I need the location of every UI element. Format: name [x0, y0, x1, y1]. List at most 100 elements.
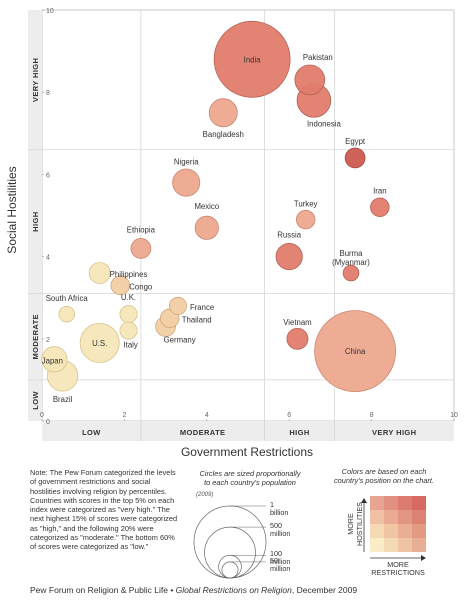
x-category-high: HIGH [289, 428, 309, 437]
x-category-very-high: VERY HIGH [372, 428, 416, 437]
color-legend-cell [412, 524, 426, 538]
size-legend-label: 1 billion [270, 500, 288, 517]
y-category-moderate: MODERATE [31, 314, 40, 360]
methodology-note: Note: The Pew Forum categorized the leve… [30, 468, 178, 552]
color-legend-x-label: MORE RESTRICTIONS [371, 560, 425, 577]
bubble-ethiopia [130, 238, 152, 259]
x-band-strip [42, 421, 454, 441]
x-tick-label: 2 [122, 412, 126, 419]
y-category-very-high: VERY HIGH [31, 58, 40, 102]
bubble-bangladesh [208, 98, 238, 128]
restrictions-arrow-head [421, 555, 426, 561]
label-u-k: U.K. [121, 293, 136, 302]
bubble-pakistan [294, 64, 326, 96]
label-brazil: Brazil [53, 395, 73, 404]
color-legend-cell [370, 510, 384, 524]
credit-date: , December 2009 [291, 585, 358, 595]
color-legend-cell [398, 496, 412, 510]
x-tick-label: 10 [450, 412, 458, 419]
y-tick-label: 4 [46, 255, 50, 262]
size-legend-circle [218, 554, 242, 579]
label-vietnam: Vietnam [283, 318, 311, 327]
color-legend-cell [384, 538, 398, 552]
bubble-burma-myanmar [342, 264, 360, 282]
label-japan: Japan [42, 356, 63, 365]
label-south-africa: South Africa [46, 294, 89, 303]
hostilities-arrow-head [361, 498, 367, 503]
color-legend-cell [412, 510, 426, 524]
size-legend: Circles are sized proportionally to each … [193, 469, 302, 579]
size-legend-label: 500 million [270, 521, 290, 538]
y-category-high: HIGH [31, 211, 40, 231]
label-russia: Russia [277, 231, 301, 240]
category-labels: LOW MODERATE HIGH VERY HIGH LOW MODERATE HIGH V… [31, 58, 416, 437]
x-axis-label: Government Restrictions [181, 445, 313, 459]
label-congo: Congo [129, 282, 153, 291]
bubble-u-k [119, 305, 138, 324]
label-iran: Iran [373, 186, 386, 195]
bubble-egypt [344, 147, 366, 169]
size-legend-label: 50 million [270, 556, 290, 573]
label-burma-myanmar: Burma (Myanmar) [332, 249, 370, 267]
label-u-s: U.S. [92, 339, 107, 348]
x-category-moderate: MODERATE [180, 428, 226, 437]
label-turkey: Turkey [294, 200, 318, 209]
label-ethiopia: Ethiopia [127, 225, 156, 234]
size-legend-circle [204, 526, 256, 579]
y-tick-label: 0 [46, 419, 50, 426]
color-legend-cell [398, 538, 412, 552]
x-category-low: LOW [82, 428, 101, 437]
color-legend-title: Colors are based on each country's positi… [334, 467, 434, 485]
tick-labels: 0 2 4 6 8 10 0 2 4 6 8 10 [40, 8, 458, 426]
y-tick-label: 10 [46, 8, 54, 15]
y-category-low: LOW [31, 391, 40, 410]
bubble-france [168, 296, 187, 315]
color-legend-cell [398, 510, 412, 524]
country-labels: India Pakistan Indonesia Bangladesh Egypt Nig… [42, 53, 387, 404]
bubble-italy [119, 321, 138, 340]
label-italy: Italy [124, 341, 138, 350]
y-axis-label: Social Hostilities [5, 166, 19, 253]
bubble-turkey [295, 209, 316, 230]
credit-report: Global Restrictions on Religion [175, 585, 292, 595]
label-nigeria: Nigeria [174, 158, 199, 167]
label-thailand: Thailand [182, 315, 212, 324]
bubble-india [213, 20, 291, 98]
color-legend-cell [412, 496, 426, 510]
label-indonesia: Indonesia [307, 119, 341, 128]
size-legend-circle [193, 505, 267, 579]
credit-source: Pew Forum on Religion & Public Life • [30, 585, 176, 595]
color-legend-cell [384, 496, 398, 510]
y-band-strip [28, 10, 42, 421]
bubble-china [314, 310, 397, 393]
label-mexico: Mexico [194, 202, 219, 211]
y-tick-label: 6 [46, 172, 50, 179]
x-tick-label: 0 [40, 412, 44, 419]
color-legend-cell [412, 538, 426, 552]
size-legend-title: Circles are sized proportionally to each … [199, 469, 301, 487]
bubble-mexico [194, 215, 219, 240]
y-tick-label: 2 [46, 337, 50, 344]
label-china: China [345, 347, 366, 356]
size-legend-year: (2009) [196, 492, 213, 498]
bubble-congo [110, 275, 130, 296]
x-tick-label: 6 [287, 412, 291, 419]
bubble-japan [41, 346, 68, 373]
color-legend-cell [384, 524, 398, 538]
bubble-vietnam [286, 327, 309, 350]
label-india: India [244, 55, 262, 64]
bubble-nigeria [172, 168, 201, 197]
bubble-south-africa [58, 305, 75, 323]
color-legend-cell [370, 496, 384, 510]
label-philippines: Philippines [110, 270, 148, 279]
size-legend-circle [221, 561, 239, 579]
color-legend-cell [370, 538, 384, 552]
bubble-russia [275, 243, 303, 271]
size-legend-label: 100 million [270, 549, 290, 566]
label-bangladesh: Bangladesh [203, 130, 244, 139]
color-legend-cell [398, 524, 412, 538]
bubble-iran [370, 197, 390, 217]
bubbles [41, 20, 397, 393]
color-legend: Colors are based on each country's positi… [334, 467, 434, 577]
